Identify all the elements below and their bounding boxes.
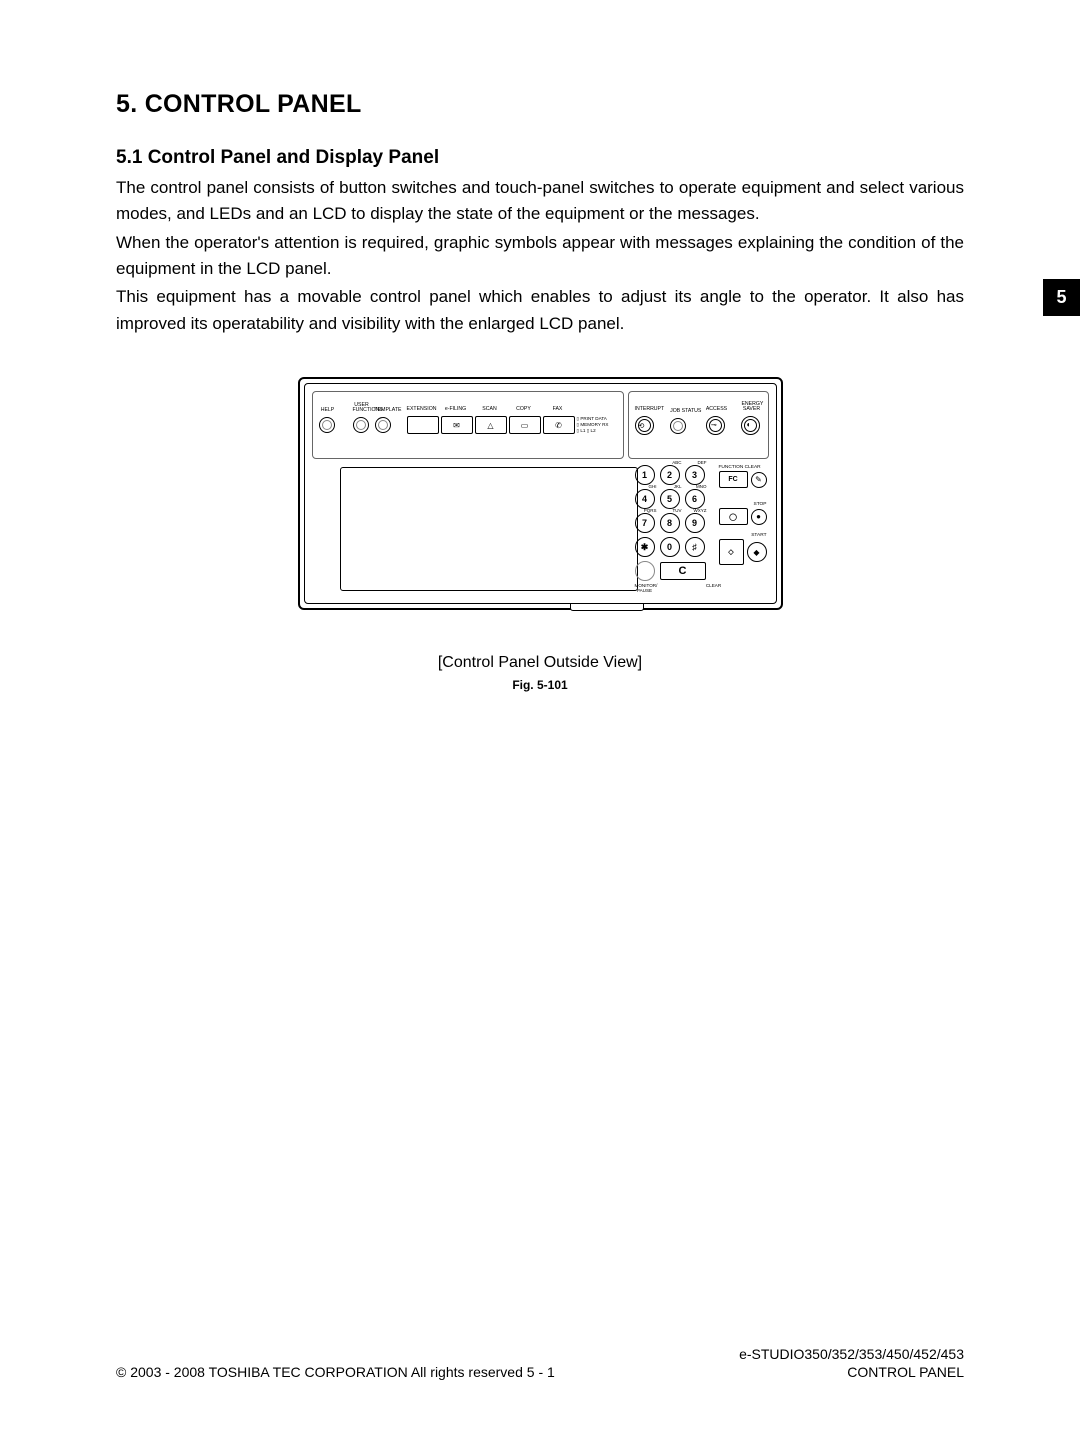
figure-caption: [Control Panel Outside View] — [298, 654, 783, 672]
label-fax: FAX — [543, 406, 573, 412]
start-alt-button[interactable]: ◆ — [747, 542, 767, 562]
keypad-key-0[interactable]: 0 — [660, 537, 680, 557]
help-button[interactable] — [319, 417, 335, 433]
label-monitor-pause: MONITOR/PAUSE — [635, 583, 655, 593]
label-scan: SCAN — [475, 406, 505, 412]
scan-button[interactable]: △ — [475, 416, 507, 434]
label-interrupt: INTERRUPT — [635, 406, 655, 412]
label-start: START — [719, 533, 767, 538]
label-energy-saver: ENERGYSAVER — [741, 402, 761, 412]
extension-button[interactable] — [407, 416, 439, 434]
label-copy: COPY — [509, 406, 539, 412]
keypad-key-6[interactable]: 6MNO — [685, 489, 705, 509]
label-access: ACCESS — [706, 406, 726, 412]
body-paragraph: When the operator's attention is require… — [116, 230, 964, 283]
keypad-key-♯[interactable]: ♯ — [685, 537, 705, 557]
body-paragraph: This equipment has a movable control pan… — [116, 284, 964, 337]
figure-label: Fig. 5-101 — [298, 678, 783, 692]
keypad-key-9[interactable]: 9WXYZ — [685, 513, 705, 533]
label-job-status: JOB STATUS — [670, 408, 690, 414]
footer-left: © 2003 - 2008 TOSHIBA TEC CORPORATION Al… — [116, 1364, 555, 1380]
figure-control-panel: HELP USERFUNCTIONS TEMPLATE — [298, 377, 783, 692]
fax-button[interactable]: ✆ — [543, 416, 575, 434]
template-button[interactable] — [375, 417, 391, 433]
label-function-clear: FUNCTION CLEAR — [719, 465, 767, 470]
keypad-key-5[interactable]: 5JKL — [660, 489, 680, 509]
body-paragraph: The control panel consists of button swi… — [116, 175, 964, 228]
start-button[interactable]: ◇ — [719, 539, 744, 565]
copy-button[interactable]: ▭ — [509, 416, 541, 434]
keypad-key-7[interactable]: 7PQRS — [635, 513, 655, 533]
label-efiling: e-FILING — [441, 406, 471, 412]
footer-model: e-STUDIO350/352/353/450/452/453 — [739, 1346, 964, 1362]
chapter-tab: 5 — [1043, 279, 1080, 316]
label-template: TEMPLATE — [375, 407, 393, 413]
stop-button[interactable]: ◯ — [719, 508, 748, 525]
keypad-key-2[interactable]: 2ABC — [660, 465, 680, 485]
access-button[interactable]: ⊸ — [706, 416, 725, 435]
subsection-title: 5.1 Control Panel and Display Panel — [116, 147, 964, 169]
label-extension: EXTENSION — [407, 406, 437, 412]
function-clear-alt-button[interactable]: ✎ — [751, 472, 767, 488]
keypad-key-✱[interactable]: ✱ — [635, 537, 655, 557]
section-title: 5. CONTROL PANEL — [116, 90, 964, 119]
monitor-pause-button[interactable] — [635, 561, 655, 581]
footer-section: CONTROL PANEL — [739, 1364, 964, 1380]
keypad-key-4[interactable]: 4GHI — [635, 489, 655, 509]
energy-saver-button[interactable]: ◐ — [741, 416, 760, 435]
label-stop: STOP — [719, 502, 767, 507]
clear-key[interactable]: C — [660, 562, 706, 580]
stop-alt-button[interactable]: ● — [751, 509, 767, 525]
keypad-key-1[interactable]: 1 — [635, 465, 655, 485]
label-clear: CLEAR — [661, 583, 767, 593]
keypad-key-8[interactable]: 8TUV — [660, 513, 680, 533]
user-functions-button[interactable] — [353, 417, 369, 433]
keypad-key-3[interactable]: 3DEF — [685, 465, 705, 485]
function-clear-button[interactable]: FC — [719, 471, 748, 488]
label-user-functions: USERFUNCTIONS — [353, 403, 371, 413]
efiling-button[interactable]: ✉ — [441, 416, 473, 434]
lcd-panel[interactable] — [340, 467, 638, 591]
panel-hinge-tab — [570, 604, 644, 611]
interrupt-button[interactable]: ⟲ — [635, 416, 654, 435]
job-status-button[interactable] — [670, 418, 686, 434]
status-leds: ▯ PRINT DATA ▯ MEMORY RX ▯ L1 ▯ L2 — [577, 416, 611, 434]
label-help: HELP — [319, 407, 337, 413]
